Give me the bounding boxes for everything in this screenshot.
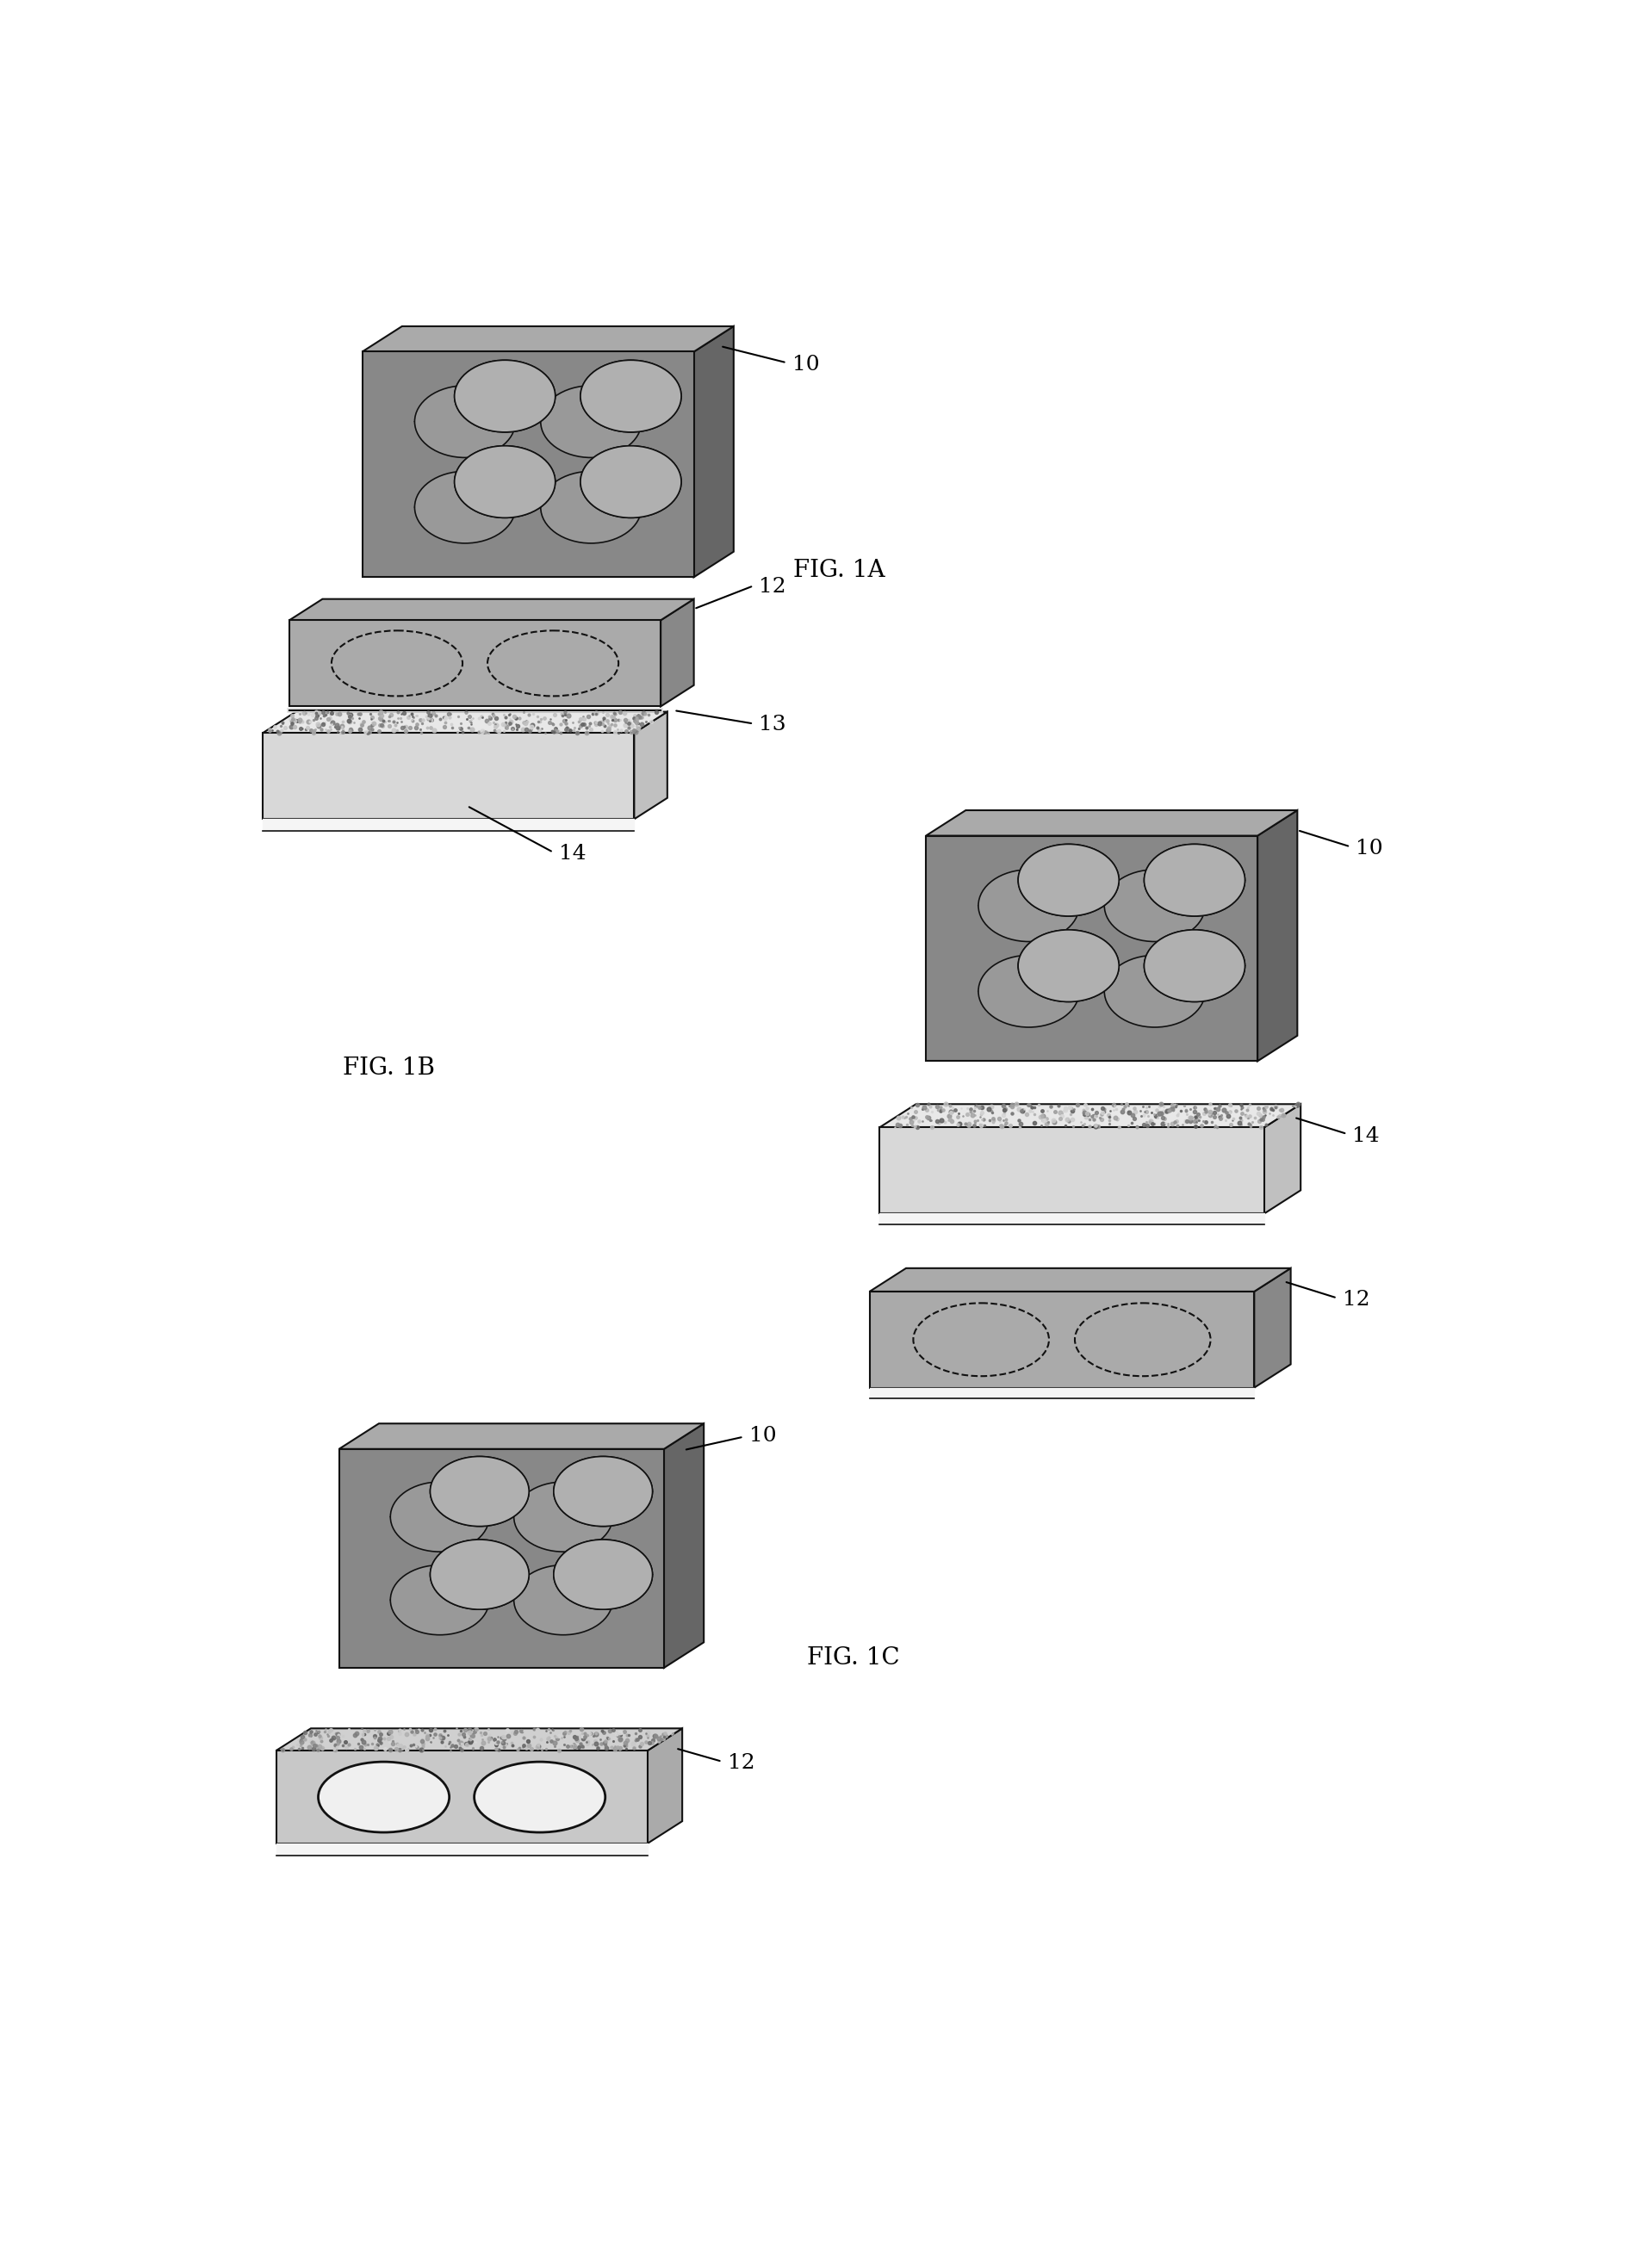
Polygon shape xyxy=(362,327,734,352)
Polygon shape xyxy=(513,1574,653,1599)
Ellipse shape xyxy=(581,361,681,433)
Ellipse shape xyxy=(1104,869,1206,941)
Ellipse shape xyxy=(431,1540,530,1610)
Polygon shape xyxy=(290,599,694,619)
Polygon shape xyxy=(880,1105,1301,1127)
Polygon shape xyxy=(926,810,1298,835)
Text: FIG. 1B: FIG. 1B xyxy=(342,1057,434,1080)
Polygon shape xyxy=(1263,1105,1301,1213)
Polygon shape xyxy=(694,327,734,576)
Text: 10: 10 xyxy=(1355,839,1383,860)
Ellipse shape xyxy=(431,1456,530,1526)
Ellipse shape xyxy=(554,1456,653,1526)
Text: 13: 13 xyxy=(758,714,786,735)
Ellipse shape xyxy=(431,1540,530,1610)
Polygon shape xyxy=(880,1127,1263,1213)
Ellipse shape xyxy=(554,1540,653,1610)
Polygon shape xyxy=(1257,810,1298,1061)
Polygon shape xyxy=(415,481,556,508)
Polygon shape xyxy=(541,397,681,422)
Polygon shape xyxy=(1253,1268,1291,1388)
Polygon shape xyxy=(390,1574,530,1599)
Ellipse shape xyxy=(1145,930,1245,1002)
Ellipse shape xyxy=(581,447,681,517)
Polygon shape xyxy=(339,1449,665,1667)
Text: 12: 12 xyxy=(1342,1290,1370,1311)
Ellipse shape xyxy=(979,869,1079,941)
Text: FIG. 1C: FIG. 1C xyxy=(806,1647,900,1669)
Polygon shape xyxy=(665,1424,704,1667)
Ellipse shape xyxy=(541,386,642,458)
Polygon shape xyxy=(263,712,668,733)
Polygon shape xyxy=(390,1492,530,1517)
Ellipse shape xyxy=(390,1481,489,1551)
Text: 14: 14 xyxy=(559,844,586,864)
Text: 12: 12 xyxy=(727,1753,755,1774)
Polygon shape xyxy=(541,481,681,508)
Text: 10: 10 xyxy=(748,1427,776,1445)
Ellipse shape xyxy=(454,361,556,433)
Ellipse shape xyxy=(1018,844,1119,916)
Ellipse shape xyxy=(554,1456,653,1526)
Ellipse shape xyxy=(541,472,642,544)
Ellipse shape xyxy=(1145,930,1245,1002)
Ellipse shape xyxy=(581,361,681,433)
Text: FIG. 1A: FIG. 1A xyxy=(793,558,885,583)
Polygon shape xyxy=(263,733,635,819)
Polygon shape xyxy=(661,599,694,705)
Ellipse shape xyxy=(581,447,681,517)
Ellipse shape xyxy=(415,472,515,544)
Text: 14: 14 xyxy=(1352,1125,1380,1145)
Polygon shape xyxy=(339,1424,704,1449)
Ellipse shape xyxy=(1018,930,1119,1002)
Polygon shape xyxy=(276,1751,648,1844)
Text: 12: 12 xyxy=(758,576,786,596)
Polygon shape xyxy=(870,1290,1253,1388)
Ellipse shape xyxy=(431,1456,530,1526)
Ellipse shape xyxy=(1145,844,1245,916)
Polygon shape xyxy=(870,1268,1291,1290)
Polygon shape xyxy=(635,712,668,819)
Ellipse shape xyxy=(454,447,556,517)
Ellipse shape xyxy=(415,386,515,458)
Polygon shape xyxy=(513,1492,653,1517)
Ellipse shape xyxy=(1018,844,1119,916)
Ellipse shape xyxy=(513,1481,612,1551)
Ellipse shape xyxy=(317,1762,449,1833)
Ellipse shape xyxy=(474,1762,605,1833)
Polygon shape xyxy=(415,397,556,422)
Polygon shape xyxy=(362,352,694,576)
Text: 10: 10 xyxy=(791,354,819,374)
Ellipse shape xyxy=(454,361,556,433)
Ellipse shape xyxy=(454,447,556,517)
Polygon shape xyxy=(1104,880,1245,905)
Polygon shape xyxy=(648,1728,683,1844)
Ellipse shape xyxy=(979,955,1079,1027)
Ellipse shape xyxy=(390,1565,489,1635)
Ellipse shape xyxy=(513,1565,612,1635)
Ellipse shape xyxy=(1145,844,1245,916)
Polygon shape xyxy=(979,880,1119,905)
Ellipse shape xyxy=(1018,930,1119,1002)
Polygon shape xyxy=(290,619,661,705)
Polygon shape xyxy=(979,966,1119,991)
Polygon shape xyxy=(276,1728,683,1751)
Polygon shape xyxy=(1104,966,1245,991)
Ellipse shape xyxy=(1104,955,1206,1027)
Polygon shape xyxy=(926,835,1257,1061)
Ellipse shape xyxy=(554,1540,653,1610)
